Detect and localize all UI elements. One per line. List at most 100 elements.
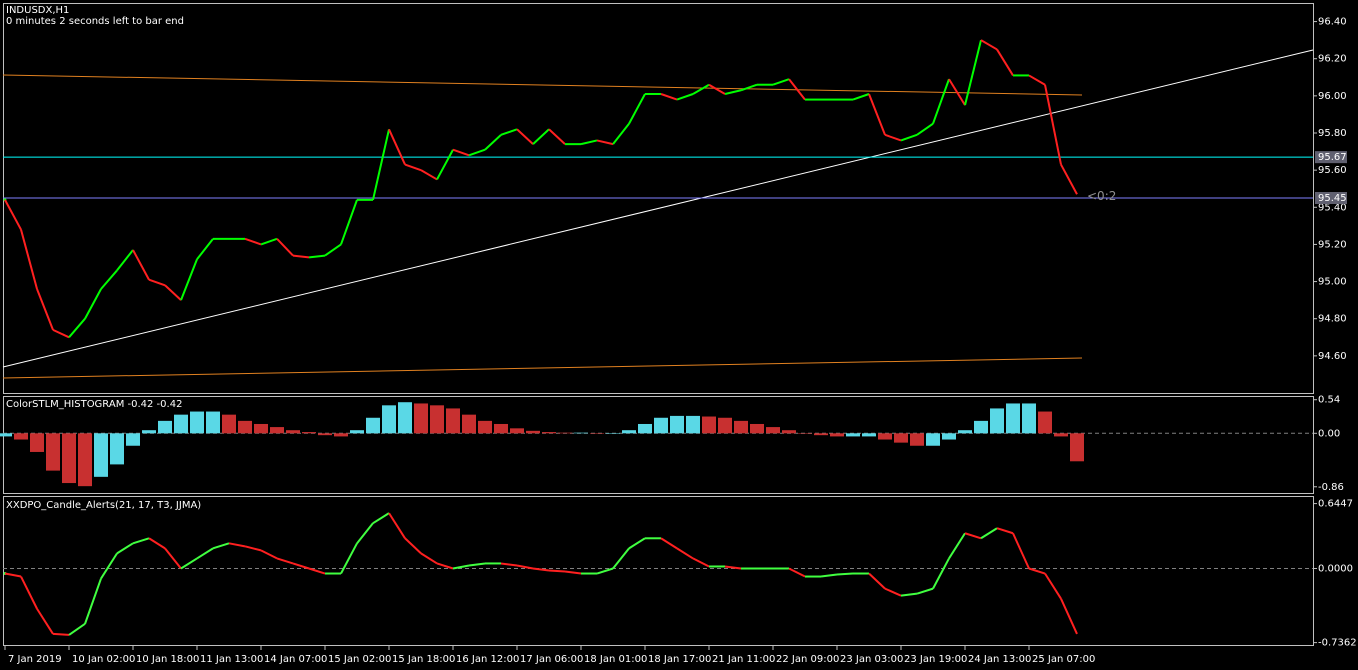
segment bbox=[116, 249, 134, 272]
bar bbox=[878, 433, 892, 440]
chart-title: INDUSDX,H1 bbox=[6, 5, 69, 16]
bar bbox=[446, 408, 460, 434]
segment bbox=[196, 238, 214, 260]
y-tick-label: 0.6447 bbox=[1318, 499, 1353, 510]
segment bbox=[228, 542, 246, 548]
bar bbox=[750, 423, 764, 434]
y-tick-label: 0.54 bbox=[1318, 395, 1340, 406]
segment bbox=[964, 532, 982, 540]
y-tick-label: 0.00 bbox=[1318, 428, 1340, 439]
price-label: 95.67 bbox=[1318, 152, 1347, 163]
segment bbox=[964, 39, 982, 106]
segment bbox=[980, 527, 998, 540]
y-tick-label: 0.0000 bbox=[1318, 563, 1353, 574]
segment bbox=[628, 537, 646, 550]
y-tick-label: 95.00 bbox=[1318, 277, 1347, 288]
segment bbox=[388, 128, 406, 165]
segment bbox=[660, 93, 678, 101]
bar bbox=[526, 430, 540, 434]
x-tick-label: 22 Jan 09:00 bbox=[776, 654, 839, 665]
segment bbox=[36, 608, 54, 635]
segment bbox=[372, 129, 390, 201]
x-tick-label: 16 Jan 12:00 bbox=[456, 654, 519, 665]
bar bbox=[782, 430, 796, 434]
segment bbox=[340, 199, 358, 245]
y-tick-label: 94.80 bbox=[1318, 314, 1347, 325]
y-tick-label: 95.40 bbox=[1318, 202, 1347, 213]
segment bbox=[1028, 74, 1046, 86]
segment bbox=[484, 134, 502, 151]
segment bbox=[132, 249, 150, 281]
segment bbox=[452, 148, 470, 157]
segment bbox=[356, 522, 374, 544]
bar bbox=[542, 432, 556, 434]
segment bbox=[164, 284, 182, 301]
segment bbox=[948, 532, 966, 559]
bar bbox=[350, 430, 364, 434]
bar bbox=[190, 411, 204, 434]
segment bbox=[308, 254, 326, 259]
segment bbox=[292, 562, 310, 570]
segment bbox=[980, 39, 998, 51]
segment bbox=[340, 542, 358, 574]
bar bbox=[30, 433, 44, 452]
segment bbox=[996, 48, 1014, 76]
segment bbox=[500, 562, 518, 567]
y-tick-label: -0.86 bbox=[1318, 482, 1344, 493]
segment bbox=[100, 552, 118, 580]
segment bbox=[404, 537, 422, 555]
segment bbox=[596, 139, 614, 146]
bar bbox=[78, 433, 92, 487]
segment bbox=[532, 567, 550, 572]
segment bbox=[516, 128, 534, 145]
bar bbox=[62, 433, 76, 484]
bar bbox=[1070, 433, 1084, 462]
price-tag bbox=[1315, 151, 1347, 164]
bar bbox=[1006, 403, 1020, 434]
segment bbox=[372, 512, 390, 525]
segment bbox=[852, 93, 870, 101]
segment bbox=[724, 565, 742, 570]
bar bbox=[462, 414, 476, 434]
segment bbox=[548, 569, 566, 573]
y-tick-label: 96.20 bbox=[1318, 54, 1347, 65]
segment bbox=[596, 567, 614, 575]
y-tick-label: 95.60 bbox=[1318, 165, 1347, 176]
bar bbox=[302, 432, 316, 434]
bar bbox=[670, 415, 684, 434]
segment bbox=[724, 89, 742, 95]
segment bbox=[260, 237, 278, 246]
segment bbox=[628, 93, 646, 125]
x-tick-label: 10 Jan 02:00 bbox=[72, 654, 135, 665]
segment bbox=[148, 278, 166, 287]
histogram-panel bbox=[3, 396, 1314, 494]
bar bbox=[286, 430, 300, 434]
chart-subtitle: 0 minutes 2 seconds left to bar end bbox=[6, 16, 184, 27]
bar bbox=[478, 420, 492, 434]
segment bbox=[564, 570, 582, 575]
segment bbox=[580, 139, 598, 146]
bar bbox=[1054, 433, 1068, 437]
segment bbox=[36, 288, 54, 331]
segment bbox=[388, 512, 406, 539]
bar bbox=[686, 415, 700, 434]
segment bbox=[100, 269, 118, 290]
segment bbox=[708, 83, 726, 95]
segment bbox=[436, 562, 454, 570]
bar bbox=[46, 433, 60, 471]
segment bbox=[676, 93, 694, 101]
segment bbox=[1044, 572, 1062, 600]
segment bbox=[1012, 532, 1030, 569]
bar bbox=[1038, 411, 1052, 434]
segment bbox=[548, 128, 566, 145]
segment bbox=[900, 133, 918, 142]
segment bbox=[772, 78, 790, 86]
bar bbox=[238, 420, 252, 434]
indicator-title: ColorSTLM_HISTOGRAM -0.42 -0.42 bbox=[6, 399, 182, 410]
segment bbox=[660, 537, 678, 550]
bar bbox=[366, 417, 380, 434]
bar bbox=[830, 433, 844, 437]
segment bbox=[836, 572, 854, 576]
x-tick-label: 14 Jan 07:00 bbox=[264, 654, 327, 665]
